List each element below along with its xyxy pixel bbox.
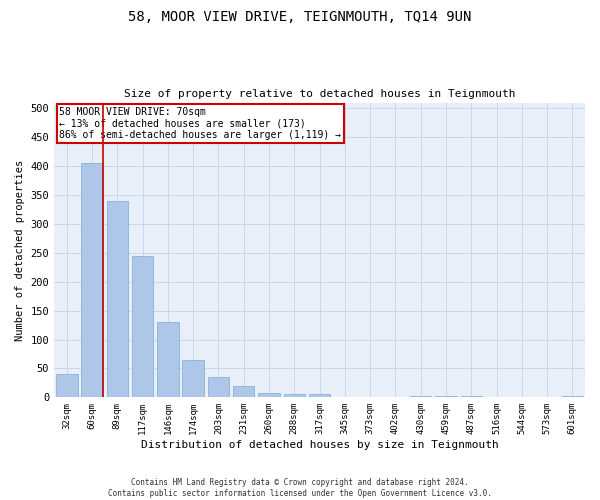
Text: Contains HM Land Registry data © Crown copyright and database right 2024.
Contai: Contains HM Land Registry data © Crown c… [108, 478, 492, 498]
Bar [284, 394, 305, 398]
Text: 58 MOOR VIEW DRIVE: 70sqm
← 13% of detached houses are smaller (173)
86% of semi: 58 MOOR VIEW DRIVE: 70sqm ← 13% of detac… [59, 107, 341, 140]
Y-axis label: Number of detached properties: Number of detached properties [15, 160, 25, 340]
Bar [435, 396, 457, 398]
Bar [56, 374, 77, 398]
Bar [309, 394, 331, 398]
Bar [107, 201, 128, 398]
Bar [182, 360, 204, 398]
Bar [410, 396, 431, 398]
X-axis label: Distribution of detached houses by size in Teignmouth: Distribution of detached houses by size … [141, 440, 499, 450]
Bar [258, 394, 280, 398]
Bar [233, 386, 254, 398]
Text: 58, MOOR VIEW DRIVE, TEIGNMOUTH, TQ14 9UN: 58, MOOR VIEW DRIVE, TEIGNMOUTH, TQ14 9U… [128, 10, 472, 24]
Bar [132, 256, 154, 398]
Bar [157, 322, 179, 398]
Title: Size of property relative to detached houses in Teignmouth: Size of property relative to detached ho… [124, 89, 515, 99]
Bar [461, 396, 482, 398]
Bar [208, 377, 229, 398]
Bar [562, 396, 583, 398]
Bar [82, 163, 103, 398]
